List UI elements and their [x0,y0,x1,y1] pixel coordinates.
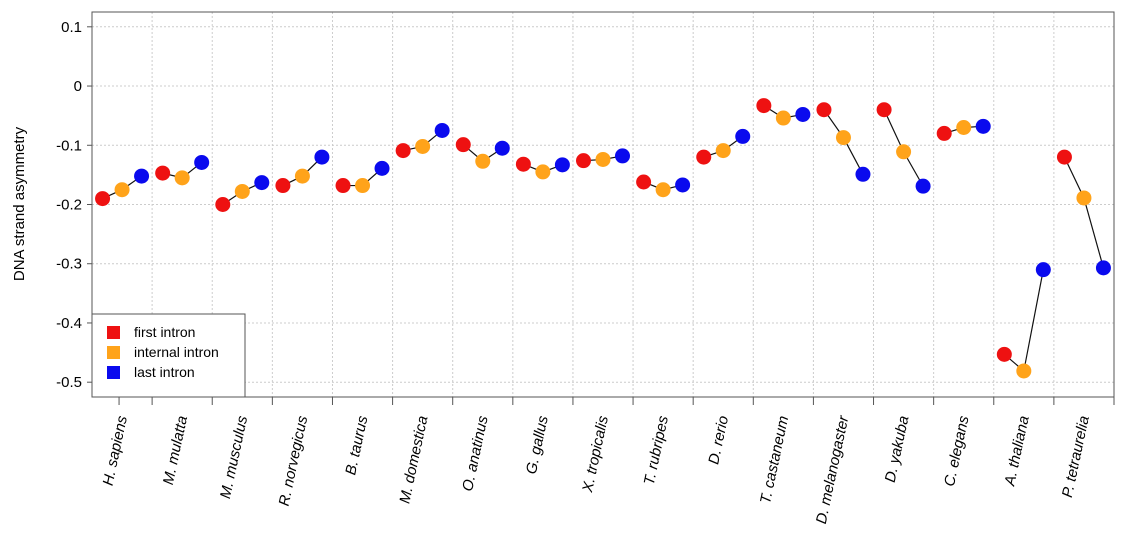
data-point [1035,262,1051,278]
data-point [494,140,510,156]
data-point [95,191,111,207]
data-point [896,144,912,160]
data-point [455,137,471,153]
legend-swatch [107,326,120,339]
x-tick-label: G. gallus [523,414,552,476]
series-first-intron [95,98,1072,362]
data-point [956,120,972,135]
data-point [756,98,772,114]
y-axis-title: DNA strand asymmetry [11,126,28,281]
data-point [715,143,731,159]
series-internal-intron [114,110,1092,379]
data-point [675,177,691,193]
data-point [554,157,570,173]
data-point [114,182,130,198]
data-point [975,118,991,134]
x-tick-label: R. norvegicus [276,414,312,508]
data-point [1056,149,1072,165]
legend-swatch [107,346,120,359]
x-tick-label: O. anatinus [459,414,492,493]
data-point [374,160,390,176]
legend-label: internal intron [134,344,219,360]
x-tick-label: A. thaliana [1001,414,1033,488]
x-tick-label: C. elegans [941,414,973,488]
data-point [936,125,952,141]
x-tick-label: M. mulatta [160,414,191,486]
data-point [355,178,371,194]
data-point [515,156,531,172]
grid-lines [92,12,1114,397]
data-point [735,128,751,144]
series-layer [95,98,1111,379]
data-point [174,170,190,186]
legend: first intron internal intron last intron [91,313,246,398]
data-point [1095,260,1111,276]
x-tick-label: T. castaneum [757,414,792,505]
series-last-intron [134,106,1111,278]
data-point [254,175,270,191]
data-point [535,164,551,180]
data-point [294,168,310,184]
data-point [1016,363,1032,379]
data-point [795,106,811,122]
data-point [855,166,871,182]
x-tick-label: B. taurus [342,414,371,477]
data-point [655,182,671,198]
data-point [876,102,892,118]
x-tick-label: H. sapiens [100,414,131,487]
data-point [576,153,591,169]
legend-swatch [107,366,120,379]
x-tick-label: D. rerio [705,414,732,466]
y-tick-label: -0.1 [56,137,82,154]
x-tick-label: T. rubripes [641,414,672,487]
data-point [1076,190,1092,206]
data-point [395,143,411,159]
data-point [234,183,250,199]
y-tick-label: 0 [74,78,82,95]
y-tick-label: -0.2 [56,197,82,214]
y-axis: 0.1 0 -0.1 -0.2 -0.3 -0.4 -0.5 [56,19,92,391]
x-tick-label: X. tropicalis [579,414,612,495]
data-point [314,149,330,165]
data-point [696,149,712,165]
y-tick-label: 0.1 [61,19,82,36]
y-tick-label: -0.4 [56,315,82,332]
data-point [996,346,1012,362]
data-point [275,178,291,194]
x-tick-label: M. domestica [396,414,431,505]
data-point [335,178,351,194]
data-point [475,153,491,169]
data-point [615,148,630,164]
x-tick-label: P. tetraurelia [1059,414,1093,499]
x-axis: H. sapiens M. mulatta M. musculus R. norveg… [100,397,1115,525]
x-tick-label: D. yakuba [882,414,913,484]
y-tick-label: -0.3 [56,256,82,273]
data-point [415,138,431,154]
legend-label: first intron [134,324,195,340]
data-point [434,122,450,138]
data-point [155,165,171,181]
data-point [194,154,210,170]
data-point [636,174,652,190]
data-point [775,110,791,126]
x-tick-label: M. musculus [217,414,251,500]
legend-label: last intron [134,364,195,380]
connector-line [1063,156,1105,269]
data-point [215,197,231,212]
data-point [915,178,931,194]
y-tick-label: -0.5 [56,374,82,391]
data-point [134,168,150,184]
data-point [816,102,832,118]
data-point [835,130,851,146]
data-point [595,151,611,167]
x-tick-label: D. melanogaster [813,413,853,525]
